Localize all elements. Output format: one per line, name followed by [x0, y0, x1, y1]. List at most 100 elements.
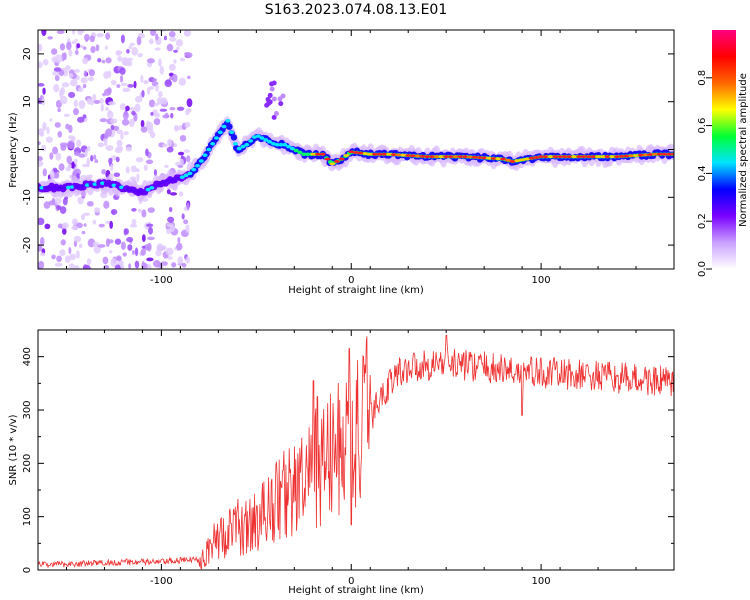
spectrogram-ridge-peak: [552, 155, 559, 159]
spectrogram-noise-speckle: [166, 189, 171, 195]
spectrogram-noise-speckle: [63, 72, 68, 77]
spectrogram-noise-speckle: [82, 264, 91, 269]
spectrogram-ridge-peak: [590, 155, 597, 159]
spectrogram-noise-speckle: [186, 98, 193, 108]
spectrogram-ridge-core: [84, 183, 90, 187]
spectrogram-noise-speckle: [69, 73, 74, 79]
spectrogram-noise-speckle: [177, 151, 185, 156]
spectrogram-noise-speckle: [271, 96, 277, 102]
spectrogram-noise-speckle: [185, 224, 190, 233]
spectrogram-noise-speckle: [76, 43, 81, 49]
spectrogram-noise-speckle: [150, 30, 157, 37]
spectrogram-ridge-peak: [362, 152, 369, 156]
spectrogram-noise-speckle: [109, 250, 113, 254]
spectrogram-noise-speckle: [167, 216, 175, 223]
spectrogram-ridge-core: [138, 190, 144, 194]
spectrogram-noise-speckle: [82, 83, 87, 89]
spectrogram-ridge-core: [202, 153, 208, 158]
spectrogram-noise-speckle: [173, 49, 179, 53]
spectrogram-noise-speckle: [183, 149, 191, 153]
spectrogram-noise-speckle: [133, 80, 137, 89]
spectrogram-noise-speckle: [76, 116, 85, 123]
spectrogram-noise-speckle: [110, 79, 117, 86]
spectrogram-noise-speckle: [38, 217, 45, 226]
spectrogram-noise-speckle: [267, 92, 273, 98]
colorbar: 0.0 0.2 0.4 0.6 0.8 Normalized spectral ampl…: [697, 30, 749, 277]
spectrogram-noise-speckle: [54, 74, 60, 82]
spectrogram-noise-speckle: [38, 266, 42, 269]
spectrogram-noise-speckle: [69, 79, 78, 87]
spectrogram-ridge-peak: [319, 152, 326, 156]
spectrogram-noise-speckle: [102, 256, 109, 265]
spectrogram-noise-speckle: [135, 95, 143, 103]
spectrogram-noise-speckle: [107, 70, 112, 78]
colorbar-tick-label: 0.2: [697, 213, 708, 229]
spectrogram-noise-speckle: [105, 145, 114, 152]
spectrogram-noise-speckle: [153, 112, 161, 118]
spectrogram-ridge-core: [240, 144, 246, 149]
spectrogram-ridge-peak: [628, 154, 635, 158]
spectrogram-ridge-peak: [367, 152, 374, 156]
spectrogram-noise-speckle: [92, 94, 97, 101]
spectrogram-ridge-peak: [452, 155, 459, 159]
spectrogram-noise-speckle: [179, 57, 186, 62]
spectrogram-y-tick-label: 20: [22, 48, 33, 61]
spectrogram-noise-speckle: [73, 158, 78, 163]
spectrogram-noise-speckle: [110, 258, 118, 267]
spectrogram-noise-speckle: [87, 76, 95, 82]
spectrogram-noise-speckle: [110, 124, 115, 131]
spectrogram-noise-speckle: [146, 257, 154, 262]
spectrogram-noise-speckle: [185, 256, 191, 264]
spectrogram-ridge-core: [103, 181, 109, 186]
spectrogram-ridge-peak: [652, 152, 659, 156]
spectrogram-ridge-peak: [481, 156, 488, 160]
spectrogram-noise-speckle: [93, 207, 101, 214]
spectrogram-noise-speckle: [117, 56, 123, 62]
spectrogram-noise-speckle: [146, 236, 155, 241]
spectrogram-noise-speckle: [78, 100, 86, 109]
spectrogram-noise-speckle: [92, 219, 97, 225]
spectrogram-noise-speckle: [185, 109, 190, 116]
spectrogram-noise-speckle: [140, 126, 148, 133]
spectrogram-noise-speckle: [68, 263, 75, 269]
spectrogram-ridge-peak: [519, 158, 526, 162]
spectrogram-noise-speckle: [141, 245, 146, 249]
spectrogram-noise-speckle: [171, 73, 178, 83]
spectrogram-noise-speckle: [84, 148, 88, 158]
spectrogram-ridge-peak: [485, 156, 492, 160]
spectrogram-ridge-core: [58, 185, 64, 190]
spectrogram-noise-speckle: [166, 43, 174, 52]
spectrogram-noise-speckle: [60, 144, 67, 151]
spectrogram-ridge-core: [73, 184, 79, 189]
colorbar-tick-label: 0.8: [697, 70, 708, 86]
snr-panel: -100 0 100 0 100 200 300 400 Height of straight…: [8, 329, 675, 596]
spectrogram-noise-speckle: [80, 77, 88, 84]
spectrogram-ridge-core: [54, 185, 60, 190]
spectrogram-noise-speckle: [166, 228, 171, 235]
snr-x-tick-label: -100: [150, 576, 173, 587]
spectrogram-noise-speckle: [278, 101, 284, 107]
spectrogram-ridge-peak: [604, 155, 611, 159]
spectrogram-ridge-peak: [490, 157, 497, 160]
spectrogram-noise-speckle: [140, 119, 145, 128]
page-title: S163.2023.074.08.13.E01: [264, 2, 448, 18]
spectrogram-ridge-peak: [523, 157, 530, 161]
spectrogram-noise-speckle: [129, 223, 138, 228]
spectrogram-noise-speckle: [50, 48, 58, 55]
spectrogram-noise-speckle: [173, 59, 177, 64]
spectrogram-ridge-peak: [514, 159, 521, 163]
spectrogram-ridge-outer: [230, 134, 238, 141]
spectrogram-noise-speckle: [86, 200, 94, 207]
spectrogram-noise-speckle: [176, 106, 185, 111]
spectrogram-noise-speckle: [119, 103, 127, 111]
spectrogram-noise-speckle: [113, 172, 121, 177]
spectrogram-ridge-core: [278, 142, 284, 147]
spectrogram-noise-speckle: [160, 245, 167, 251]
spectrogram-noise-speckle: [68, 49, 73, 57]
spectrogram-ridge-peak: [443, 155, 450, 159]
spectrogram-ridge-core: [210, 141, 216, 146]
spectrogram-ridge-peak: [428, 155, 435, 159]
spectrogram-noise-speckle: [88, 69, 96, 77]
spectrogram-noise-speckle: [179, 158, 184, 166]
